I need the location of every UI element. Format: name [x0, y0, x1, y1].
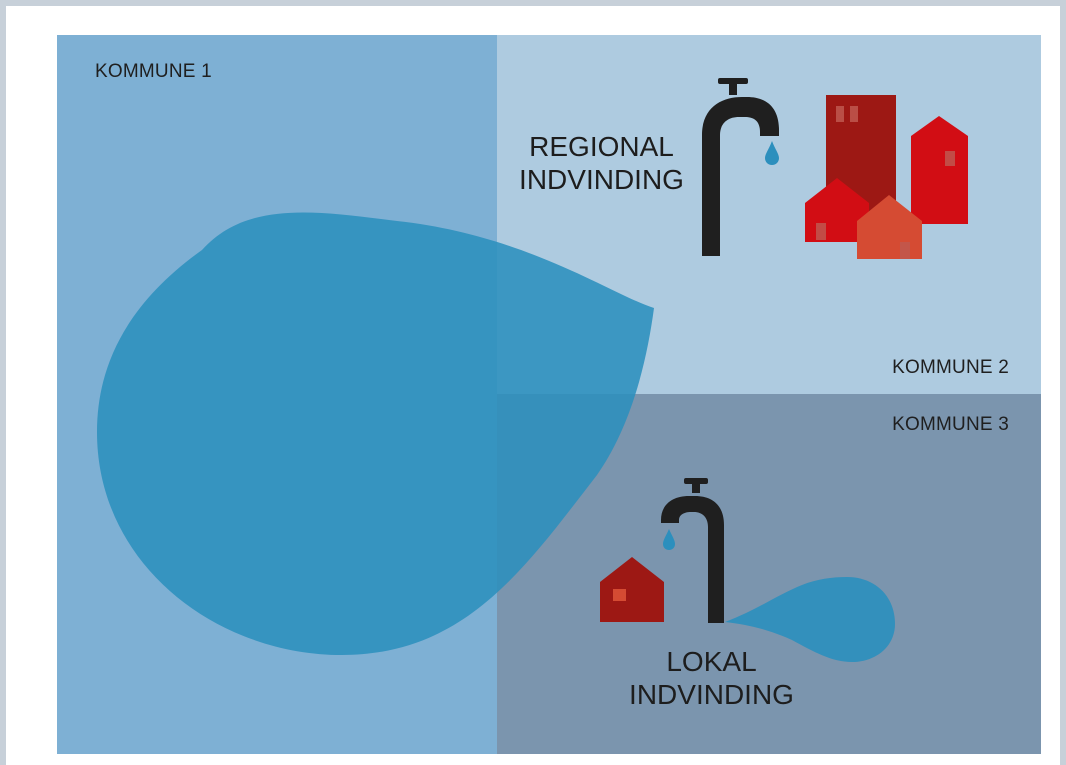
local-drip-icon: [663, 529, 675, 550]
regional-title: REGIONAL INDVINDING: [509, 130, 694, 196]
small-water-drop: [725, 577, 895, 662]
local-house: [600, 557, 664, 622]
building-red-tall-house: [911, 116, 968, 224]
municipality-map: KOMMUNE 1 KOMMUNE 2 KOMMUNE 3 REGIONAL I…: [57, 35, 1041, 754]
local-tap-icon: [661, 478, 724, 623]
regional-tap-icon: [702, 78, 779, 256]
regional-title-line-2: INDVINDING: [519, 164, 684, 195]
regional-title-line-1: REGIONAL: [529, 131, 674, 162]
local-title-line-1: LOKAL: [666, 646, 757, 677]
zone-label-kommune-2: KOMMUNE 2: [892, 357, 1009, 378]
local-title: LOKAL INDVINDING: [619, 645, 804, 711]
local-title-line-2: INDVINDING: [629, 679, 794, 710]
regional-buildings: [805, 95, 968, 259]
zone-label-kommune-1: KOMMUNE 1: [95, 61, 212, 82]
zone-label-kommune-3: KOMMUNE 3: [892, 414, 1009, 435]
diagram-artwork: [97, 78, 968, 662]
large-water-drop: [97, 212, 654, 655]
regional-drip-icon: [765, 141, 779, 165]
